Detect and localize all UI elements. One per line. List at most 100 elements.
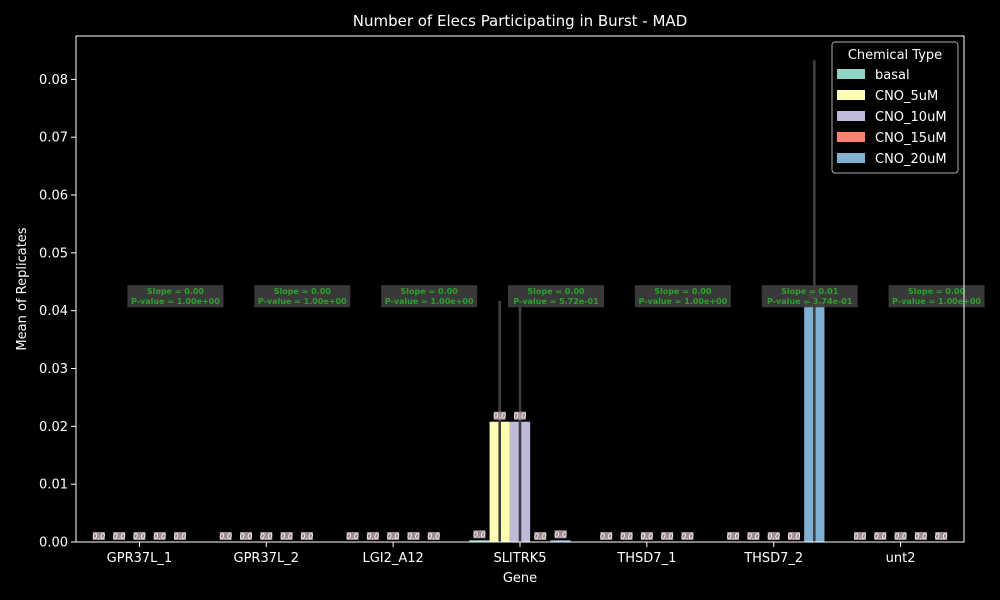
annotation-text: Slope = 0.00 — [908, 287, 966, 296]
annotation-text: P-value = 1.00e+00 — [638, 297, 727, 306]
x-tick-label: THSD7_2 — [743, 551, 803, 566]
bar-value-label: 0.0 — [113, 532, 126, 541]
bar-label-box — [788, 532, 801, 540]
bar-value-label: 0.0 — [427, 532, 440, 541]
y-tick-label: 0.02 — [39, 420, 68, 435]
annotation-text: P-value = 3.74e-01 — [767, 297, 853, 306]
annotation-box — [254, 285, 351, 308]
bar-label-box — [853, 532, 866, 540]
legend-swatch — [837, 90, 865, 100]
bar-value-label: 0.0 — [473, 530, 486, 539]
bar-value-label: 0.0 — [493, 412, 506, 421]
bar-value-label: 0.0 — [174, 532, 187, 541]
annotation-text: P-value = 1.00e+00 — [258, 297, 347, 306]
x-tick-label: unt2 — [886, 551, 916, 566]
bar-value-label: 0.0 — [534, 532, 547, 541]
bar-label-box — [661, 532, 674, 540]
legend: Chemical Type basal CNO_5uM CNO_10uM CNO_15u… — [831, 41, 959, 174]
x-axis-title: Gene — [503, 571, 537, 586]
bar-value-label: 0.0 — [681, 532, 694, 541]
annotation-text: Slope = 0.00 — [274, 287, 332, 296]
y-tick-label: 0.03 — [39, 362, 68, 377]
x-tick-label: GPR37L_2 — [234, 551, 300, 566]
bar-label-box — [747, 532, 760, 540]
y-tick-label: 0.06 — [39, 189, 68, 204]
bar-label-box — [300, 532, 313, 540]
bar-value-label: 0.0 — [767, 532, 780, 541]
annotation-text: P-value = 1.00e+00 — [385, 297, 474, 306]
bar-value-label: 0.0 — [407, 532, 420, 541]
bar-value-label: 0.0 — [620, 532, 633, 541]
annotation-box — [634, 285, 731, 308]
bar-label-box — [874, 532, 887, 540]
bar-value-label: 0.0 — [366, 532, 379, 541]
bar — [469, 540, 490, 542]
bar-value-label: 0.0 — [935, 532, 948, 541]
annotation-text: Slope = 0.01 — [781, 287, 839, 296]
legend-entry: CNO_10uM — [875, 110, 947, 125]
x-tick-label: THSD7_1 — [616, 551, 676, 566]
bar — [550, 540, 571, 542]
bar-label-box — [92, 532, 105, 540]
y-tick-label: 0.01 — [39, 478, 68, 493]
annotation-text: P-value = 1.00e+00 — [892, 297, 981, 306]
bar-value-label: 0.0 — [600, 532, 613, 541]
bar-value-label: 0.0 — [727, 532, 740, 541]
bar-label-box — [493, 411, 506, 420]
bar-label-box — [153, 532, 166, 540]
x-tick-label: LGI2_A12 — [362, 551, 423, 566]
y-tick-label: 0.04 — [39, 304, 68, 319]
bar-value-label: 0.0 — [301, 532, 314, 541]
bar-label-box — [894, 532, 907, 540]
bar-label-box — [366, 532, 379, 540]
y-axis-title: Mean of Replicates — [15, 227, 30, 350]
bar-label-box — [514, 411, 526, 420]
annotation-box — [761, 285, 858, 308]
y-tick-label: 0.00 — [39, 536, 68, 551]
legend-entry: CNO_15uM — [875, 131, 947, 146]
bar-value-label: 0.0 — [854, 532, 867, 541]
bar-value-label: 0.0 — [240, 532, 253, 541]
annotation-text: Slope = 0.00 — [654, 287, 712, 296]
bar-label-box — [534, 532, 547, 540]
bar-label-box — [935, 532, 948, 540]
legend-entry: CNO_5uM — [875, 89, 938, 104]
bar-label-box — [407, 532, 420, 540]
annotation-box — [381, 285, 478, 308]
plot-area: 0.00 0.01 0.02 0.03 0.04 0.05 0.06 0.07 0.08 GPR3… — [39, 35, 985, 566]
bar-value-label: 0.0 — [661, 532, 674, 541]
bar-value-label: 0.0 — [788, 532, 801, 541]
annotation-text: Slope = 0.00 — [401, 287, 459, 296]
bar-label-box — [554, 530, 567, 539]
bar-value-label: 0.0 — [747, 532, 760, 541]
legend-title: Chemical Type — [848, 48, 942, 63]
bar-label-box — [767, 532, 780, 540]
bar-label-box — [640, 532, 653, 540]
bar-label-box — [260, 532, 273, 540]
bar-label-box — [681, 532, 694, 540]
legend-swatch — [837, 69, 865, 79]
bar-label-box — [600, 532, 613, 540]
legend-swatch — [837, 111, 865, 121]
y-tick-label: 0.05 — [39, 246, 68, 261]
bar-label-box — [620, 532, 633, 540]
bar-value-label: 0.0 — [92, 532, 105, 541]
bar-value-label: 0.0 — [219, 532, 232, 541]
legend-swatch — [837, 153, 865, 163]
bar-label-box — [346, 532, 359, 540]
bar-label-box — [427, 532, 440, 540]
bar-label-box — [914, 532, 927, 540]
annotation-box — [508, 285, 604, 308]
bar-value-label: 0.0 — [915, 532, 928, 541]
annotation-text: P-value = 1.00e+00 — [131, 297, 220, 306]
x-tick-label: GPR37L_1 — [107, 551, 173, 566]
annotation-text: Slope = 0.00 — [527, 287, 585, 296]
annotation-box — [888, 285, 985, 308]
bar-label-box — [113, 532, 126, 540]
bar-value-label: 0.0 — [387, 532, 400, 541]
bar-value-label: 0.0 — [153, 532, 166, 541]
chart-title: Number of Elecs Participating in Burst -… — [353, 12, 688, 30]
bar-label-box — [239, 532, 252, 540]
bar-label-box — [473, 530, 486, 539]
